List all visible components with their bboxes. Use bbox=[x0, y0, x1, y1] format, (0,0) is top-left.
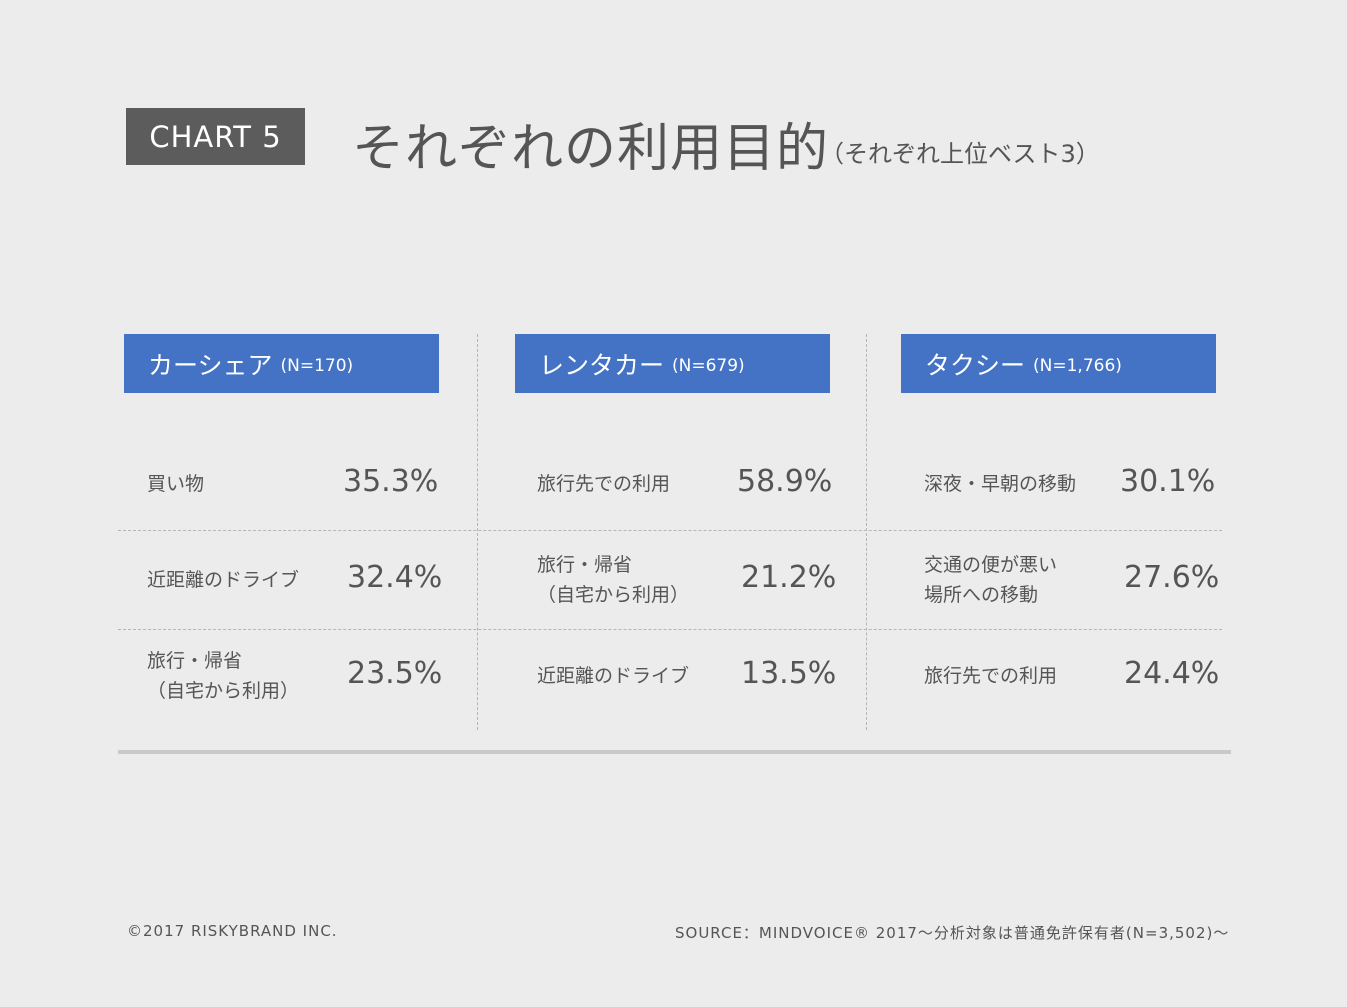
column-divider bbox=[866, 334, 867, 730]
column-divider bbox=[477, 334, 478, 730]
chart-number-badge: CHART 5 bbox=[126, 108, 305, 165]
row-label: 旅行先での利用 bbox=[924, 661, 1057, 691]
row-value: 21.2% bbox=[741, 560, 837, 595]
row-label-line: （自宅から利用） bbox=[147, 680, 300, 702]
table-baseline bbox=[118, 750, 1231, 754]
row-value: 13.5% bbox=[741, 656, 837, 691]
row-label: 旅行・帰省 （自宅から利用） bbox=[537, 550, 689, 610]
row-label: 近距離のドライブ bbox=[147, 565, 299, 595]
column-header: カーシェア (N=170) bbox=[124, 334, 439, 393]
row-label-line: （自宅から利用） bbox=[537, 584, 690, 606]
row-label-line: 旅行先での利用 bbox=[924, 665, 1058, 687]
row-divider bbox=[118, 629, 1222, 630]
row-label-line: 旅行・帰省 bbox=[147, 650, 243, 672]
row-label: 買い物 bbox=[147, 469, 204, 499]
row-value: 30.1% bbox=[1120, 464, 1216, 499]
row-label: 深夜・早朝の移動 bbox=[924, 469, 1076, 499]
column-header-sample-size: (N=679) bbox=[672, 355, 745, 376]
row-value: 58.9% bbox=[737, 464, 833, 499]
row-label-line: 買い物 bbox=[147, 473, 205, 495]
row-divider bbox=[118, 530, 1222, 531]
row-label-line: 旅行先での利用 bbox=[537, 473, 671, 495]
source-note: SOURCE：MINDVOICE® 2017〜分析対象は普通免許保有者(N=3,… bbox=[675, 924, 1230, 942]
column-header: レンタカー (N=679) bbox=[515, 334, 830, 393]
row-label-line: 場所への移動 bbox=[924, 584, 1039, 606]
column-header-name: レンタカー bbox=[539, 350, 665, 380]
copyright: ©2017 RISKYBRAND INC. bbox=[127, 922, 338, 940]
row-value: 32.4% bbox=[347, 560, 443, 595]
column-header-name: タクシー bbox=[925, 350, 1026, 380]
row-value: 23.5% bbox=[347, 656, 443, 691]
row-label-line: 近距離のドライブ bbox=[147, 569, 300, 591]
row-value: 24.4% bbox=[1124, 656, 1220, 691]
row-label-line: 交通の便が悪い bbox=[924, 554, 1058, 576]
column-header-name: カーシェア bbox=[148, 350, 273, 380]
row-label: 旅行・帰省 （自宅から利用） bbox=[147, 646, 299, 706]
row-label-line: 近距離のドライブ bbox=[537, 665, 690, 687]
chart-title: それぞれの利用目的 bbox=[352, 119, 830, 179]
chart-subtitle: （それぞれ上位ベスト3） bbox=[820, 140, 1100, 168]
row-value: 35.3% bbox=[343, 464, 439, 499]
row-label-line: 旅行・帰省 bbox=[537, 554, 633, 576]
column-header-sample-size: (N=170) bbox=[280, 355, 354, 376]
row-label: 交通の便が悪い 場所への移動 bbox=[924, 550, 1057, 610]
row-label: 近距離のドライブ bbox=[537, 661, 689, 691]
row-value: 27.6% bbox=[1124, 560, 1220, 595]
row-label-line: 深夜・早朝の移動 bbox=[924, 473, 1077, 495]
row-label: 旅行先での利用 bbox=[537, 469, 670, 499]
column-header: タクシー (N=1,766) bbox=[901, 334, 1216, 393]
column-header-sample-size: (N=1,766) bbox=[1033, 355, 1122, 376]
